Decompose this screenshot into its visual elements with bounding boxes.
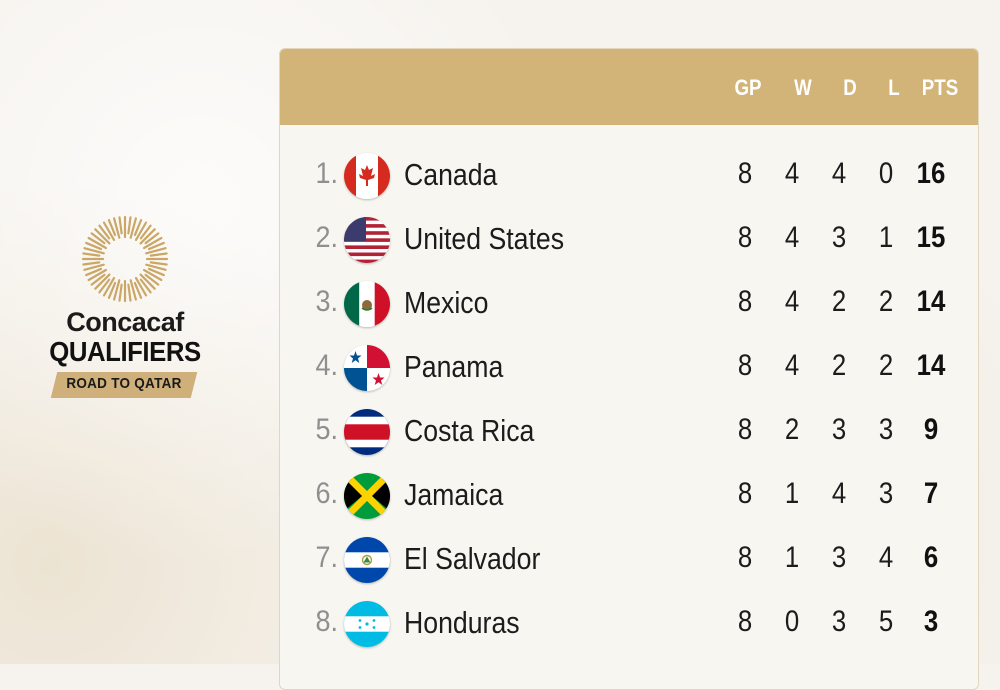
header-w: W	[794, 75, 812, 100]
header-d: D	[843, 75, 857, 100]
cell-w: 4	[784, 285, 800, 318]
cell-l: 4	[878, 541, 894, 574]
cell-gp: 8	[737, 157, 753, 190]
rank: 7.	[315, 541, 338, 574]
cell-d: 4	[831, 477, 847, 510]
cell-d: 3	[831, 605, 847, 638]
cell-gp: 8	[737, 285, 753, 318]
cell-pts: 7	[923, 477, 939, 510]
logo-banner-text: ROAD TO QATAR	[66, 375, 182, 392]
cell-d: 2	[831, 285, 847, 318]
cell-l: 2	[878, 349, 894, 382]
cell-l: 1	[878, 221, 894, 254]
team-name: Panama	[404, 349, 504, 384]
header-pts: PTS	[921, 75, 959, 100]
cell-gp: 8	[737, 541, 753, 574]
rank: 6.	[315, 477, 338, 510]
cell-gp: 8	[737, 477, 753, 510]
team-name: Costa Rica	[404, 413, 535, 448]
cell-d: 4	[831, 157, 847, 190]
rank: 1.	[315, 157, 338, 190]
cell-pts: 6	[923, 541, 939, 574]
cell-pts: 3	[923, 605, 939, 638]
table-row: 1. Canada 8 4 4 0 16	[280, 145, 978, 209]
team-name: Honduras	[404, 605, 520, 640]
table-row: 6. Jamaica 8 1 4 3 7	[280, 465, 978, 529]
cell-pts: 9	[923, 413, 939, 446]
rank: 4.	[315, 349, 338, 382]
table-row: 8. Honduras 8 0 3 5 3	[280, 593, 978, 657]
cell-pts: 14	[916, 349, 946, 382]
cell-d: 3	[831, 221, 847, 254]
rank: 2.	[315, 221, 338, 254]
cell-w: 1	[784, 541, 800, 574]
team-name: United States	[404, 221, 565, 256]
sunburst-icon	[81, 215, 169, 303]
rank: 3.	[315, 285, 338, 318]
honduras-flag-icon	[344, 601, 390, 647]
cell-d: 3	[831, 541, 847, 574]
cell-gp: 8	[737, 413, 753, 446]
table-row: 4. Panama 8 4 2 2 14	[280, 337, 978, 401]
rank: 5.	[315, 413, 338, 446]
cell-d: 3	[831, 413, 847, 446]
cell-w: 4	[784, 349, 800, 382]
cell-pts: 16	[916, 157, 946, 190]
team-name: El Salvador	[404, 541, 541, 576]
concacaf-qualifiers-logo: Concacaf QUALIFIERS ROAD TO QATAR	[30, 212, 220, 402]
cell-w: 0	[784, 605, 800, 638]
el-salvador-flag-icon	[344, 537, 390, 583]
table-row: 5. Costa Rica 8 2 3 3 9	[280, 401, 978, 465]
table-row: 3. Mexico 8 4 2 2 14	[280, 273, 978, 337]
cell-l: 5	[878, 605, 894, 638]
cell-l: 3	[878, 477, 894, 510]
cell-d: 2	[831, 349, 847, 382]
cell-gp: 8	[737, 349, 753, 382]
logo-title: QUALIFIERS	[49, 336, 201, 367]
table-row: 2. United States 8 4 3 1 15	[280, 209, 978, 273]
cell-l: 2	[878, 285, 894, 318]
cell-l: 0	[878, 157, 894, 190]
cell-gp: 8	[737, 605, 753, 638]
cell-gp: 8	[737, 221, 753, 254]
cell-w: 4	[784, 221, 800, 254]
cell-pts: 14	[916, 285, 946, 318]
canada-flag-icon	[344, 153, 390, 199]
cell-pts: 15	[916, 221, 946, 254]
cell-w: 1	[784, 477, 800, 510]
united-states-flag-icon	[344, 217, 390, 263]
cell-w: 4	[784, 157, 800, 190]
header-l: L	[888, 75, 900, 100]
mexico-flag-icon	[344, 281, 390, 327]
team-name: Mexico	[404, 285, 489, 320]
cell-l: 3	[878, 413, 894, 446]
jamaica-flag-icon	[344, 473, 390, 519]
team-name: Jamaica	[404, 477, 504, 512]
team-name: Canada	[404, 157, 498, 192]
rank: 8.	[315, 605, 338, 638]
cell-w: 2	[784, 413, 800, 446]
costa-rica-flag-icon	[344, 409, 390, 455]
header-gp: GP	[734, 75, 762, 100]
table-header: GP W D L PTS	[280, 49, 978, 125]
standings-table: GP W D L PTS 1. Canada 8 4 4 0 16 2. United Stat…	[279, 48, 979, 690]
table-row: 7. El Salvador 8 1 3 4 6	[280, 529, 978, 593]
logo-wordmark: Concacaf	[66, 307, 184, 337]
panama-flag-icon	[344, 345, 390, 391]
